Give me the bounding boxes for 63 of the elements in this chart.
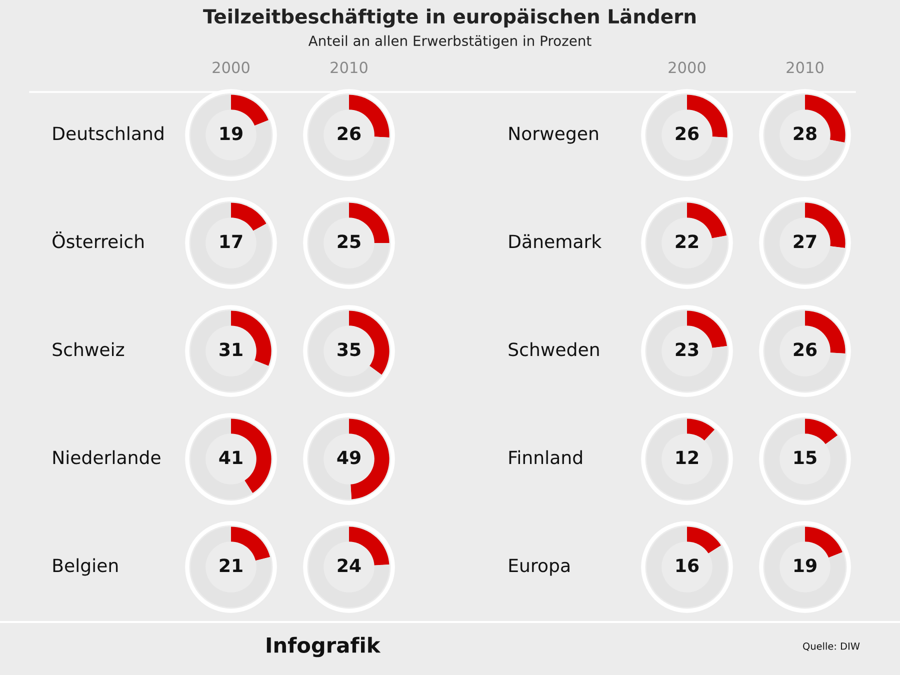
donut-slice [231,202,266,231]
donut-slice [764,310,846,392]
donut-slice [805,418,838,444]
donut-slice [190,418,253,500]
data-label: 17 [220,234,242,248]
data-label: 28 [794,126,816,140]
text: Infografik [266,636,381,658]
donut-slice [646,202,728,284]
chart-title: 2010 [786,62,824,74]
data-label: 49 [337,450,360,464]
text: Österreich [52,232,144,248]
data-label: 26 [794,342,817,356]
donut-slice [687,526,722,554]
data-label: 22 [676,234,698,248]
text: Deutschland [53,126,164,140]
data-label: 24 [338,558,361,572]
data-label: 15 [794,450,816,464]
data-label: 25 [338,234,360,248]
donut-slice [764,418,846,500]
text: Belgien [53,558,118,576]
donut-slice [764,526,846,608]
data-label: 19 [220,126,242,140]
donut-slice [646,418,728,500]
donut-slice [646,310,728,392]
text: Anteil an allen Erwerbstätigen in Prozent [308,35,592,49]
donut-slice [646,526,728,608]
data-label: 12 [676,450,698,464]
chart-title: 2000 [668,62,706,74]
donut-slice [646,94,728,176]
donut-slice [764,94,845,176]
text: Finnland [509,450,582,464]
donut-slice [190,526,272,608]
text: Schweiz [52,342,124,356]
donut-slice [308,526,390,608]
text: Teilzeitbeschäftigte in europäischen Ländern [203,8,696,28]
donut-slice [190,94,272,176]
donut-slice [190,202,272,284]
data-label: 26 [338,126,361,140]
data-label: 27 [794,234,816,248]
donut-slice [231,94,268,126]
donut-slice [308,202,390,284]
data-label: 21 [220,558,242,572]
chart-title: 2010 [330,62,368,74]
data-label: 35 [338,342,360,356]
data-label: 19 [794,558,816,572]
donut-slice [687,418,715,440]
donut-slice [190,310,268,392]
data-label: 41 [219,450,242,464]
text: Norwegen [509,126,598,144]
donut-slice [308,94,390,176]
text: Schweden [508,342,599,356]
donut-slice [308,310,382,392]
text: Niederlande [53,450,160,464]
data-label: 23 [676,342,698,356]
data-label: 31 [220,342,242,356]
data-label: 26 [676,126,699,140]
data-label: 16 [676,558,699,572]
chart-title: 2000 [212,62,250,74]
donut-slice [764,202,845,284]
text: Europa [509,558,570,576]
donut-slice [805,526,842,558]
text: Dänemark [509,234,602,248]
source-note: Quelle: DIW [803,642,860,651]
